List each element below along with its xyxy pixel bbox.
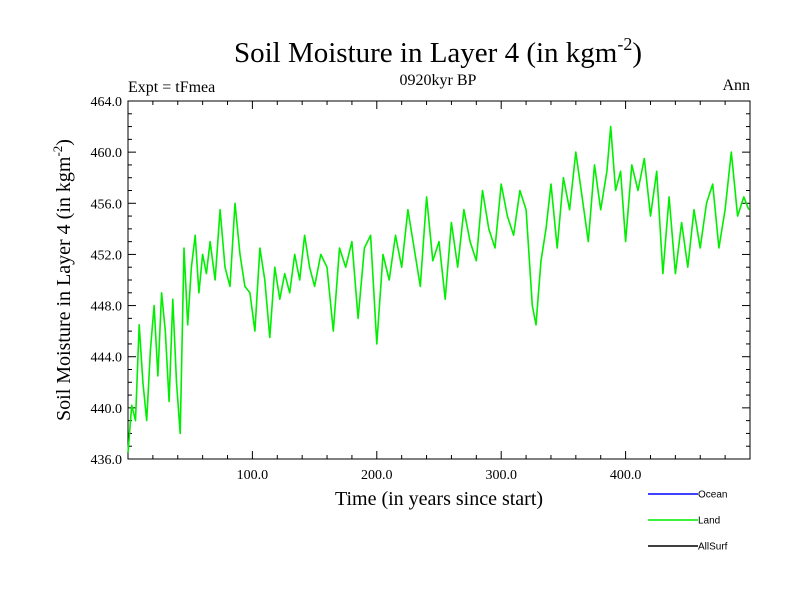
y-tick-label: 440.0 — [91, 402, 123, 417]
x-tick-label: 400.0 — [610, 468, 642, 483]
y-tick-label: 464.0 — [91, 95, 123, 110]
chart-title-main: Soil Moisture in Layer 4 (in kgm — [234, 37, 618, 69]
series-line-land — [127, 125, 750, 453]
legend-label-allsurf: AllSurf — [698, 542, 728, 553]
x-tick-label: 100.0 — [237, 468, 269, 483]
series-layer — [127, 125, 750, 453]
x-axis-label: Time (in years since start) — [335, 488, 543, 510]
chart-subtitle-left: Expt = tFmea — [128, 79, 215, 96]
y-tick-label: 452.0 — [91, 248, 123, 263]
x-tick-label: 200.0 — [361, 468, 393, 483]
chart-title-sup: -2 — [617, 34, 632, 54]
y-tick-label: 460.0 — [91, 146, 123, 161]
y-tick-label: 436.0 — [91, 453, 123, 468]
chart-title: Soil Moisture in Layer 4 (in kgm-2) — [234, 34, 642, 69]
legend-label-land: Land — [698, 516, 720, 527]
y-tick-label: 448.0 — [91, 300, 123, 315]
plot-frame — [127, 100, 751, 460]
y-axis-label-main: Soil Moisture in Layer 4 (in kgm — [53, 156, 75, 421]
y-axis-label-end: ) — [53, 139, 75, 146]
legend: Ocean Land AllSurf — [648, 490, 728, 553]
y-axis: 436.0 440.0 444.0 448.0 452.0 456.0 460.0 464.0 — [91, 95, 750, 468]
y-axis-label: Soil Moisture in Layer 4 (in kgm-2) — [50, 139, 75, 421]
y-axis-label-sup: -2 — [50, 146, 65, 157]
legend-label-ocean: Ocean — [698, 490, 727, 501]
x-axis: 100.0 200.0 300.0 400.0 — [152, 101, 726, 483]
y-tick-label: 444.0 — [91, 351, 123, 366]
chart-subtitle-center: 0920kyr BP — [400, 72, 477, 89]
y-tick-label: 456.0 — [91, 197, 123, 212]
chart-subtitle-right: Ann — [722, 77, 750, 94]
chart-title-end: ) — [632, 37, 642, 69]
x-tick-label: 300.0 — [485, 468, 517, 483]
